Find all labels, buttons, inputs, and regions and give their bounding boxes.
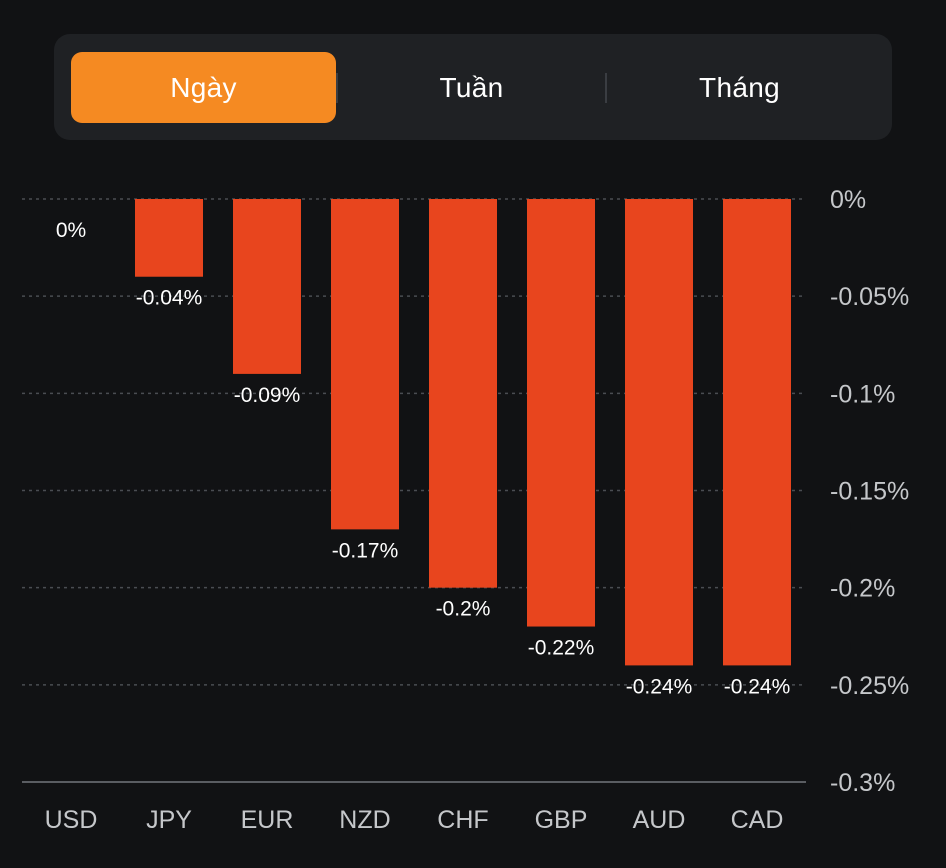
- data-label: 0%: [56, 219, 86, 242]
- bar-eur: [233, 199, 301, 374]
- segment-divider: [605, 73, 607, 103]
- x-tick-label: EUR: [241, 806, 294, 834]
- bar-jpy: [135, 199, 203, 277]
- bar-aud: [625, 199, 693, 666]
- y-tick-label: -0.1%: [830, 380, 895, 408]
- bar-cad: [723, 199, 791, 666]
- bar-gbp: [527, 199, 595, 627]
- tab-day[interactable]: Ngày: [71, 52, 336, 123]
- x-tick-label: CAD: [731, 806, 784, 834]
- data-label: -0.2%: [436, 598, 491, 621]
- x-tick-label: USD: [45, 806, 98, 834]
- data-label: -0.17%: [332, 539, 399, 562]
- tab-week[interactable]: Tuần: [439, 71, 504, 103]
- segment-divider: [336, 73, 338, 103]
- y-tick-label: -0.2%: [830, 575, 895, 603]
- period-segmented-control: Ngày Tuần Tháng: [54, 34, 892, 140]
- bar-nzd: [331, 199, 399, 530]
- y-tick-label: -0.3%: [830, 769, 895, 797]
- y-tick-label: -0.25%: [830, 672, 909, 700]
- x-tick-label: CHF: [437, 806, 488, 834]
- y-tick-label: -0.15%: [830, 478, 909, 506]
- x-tick-label: AUD: [633, 806, 686, 834]
- x-tick-label: GBP: [535, 806, 588, 834]
- data-label: -0.24%: [724, 675, 791, 698]
- y-tick-label: -0.05%: [830, 283, 909, 311]
- data-label: -0.09%: [234, 384, 301, 407]
- data-label: -0.24%: [626, 675, 693, 698]
- bar-chf: [429, 199, 497, 588]
- y-tick-label: 0%: [830, 186, 866, 214]
- tab-month[interactable]: Tháng: [699, 71, 780, 103]
- x-tick-label: JPY: [146, 806, 192, 834]
- x-tick-label: NZD: [339, 806, 390, 834]
- data-label: -0.04%: [136, 287, 203, 310]
- data-label: -0.22%: [528, 637, 595, 660]
